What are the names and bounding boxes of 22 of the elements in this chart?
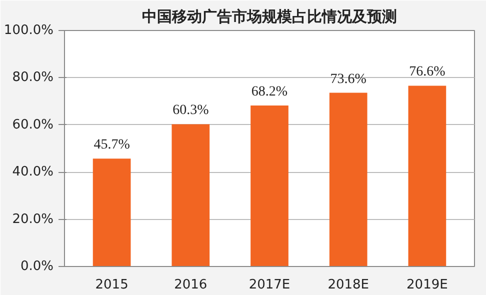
bar — [172, 124, 210, 266]
data-label: 76.6% — [409, 64, 446, 80]
bar — [92, 158, 131, 266]
data-label: 45.7% — [94, 138, 130, 153]
y-tick-label: 20.0% — [12, 212, 54, 227]
y-tick-label: 100.0% — [4, 23, 54, 38]
chart-title: 中国移动广告市场规模占比情况及预测 — [142, 8, 397, 26]
bar — [408, 86, 446, 266]
data-label: 60.3% — [172, 103, 210, 118]
x-tick-label: 2017E — [248, 278, 290, 292]
x-tick-label: 2019E — [406, 278, 448, 292]
y-tick-label: 60.0% — [12, 117, 54, 132]
bar — [250, 106, 288, 266]
y-tick-label: 40.0% — [12, 164, 54, 180]
data-label: 73.6% — [330, 72, 367, 87]
x-tick-label: 2016 — [174, 278, 208, 292]
x-tick-label: 2018E — [328, 278, 370, 292]
y-tick-label: 0.0% — [20, 259, 54, 274]
x-tick-label: 2015 — [95, 278, 128, 292]
y-tick-label: 80.0% — [12, 70, 54, 86]
bar — [329, 92, 368, 266]
data-label: 68.2% — [251, 84, 288, 100]
